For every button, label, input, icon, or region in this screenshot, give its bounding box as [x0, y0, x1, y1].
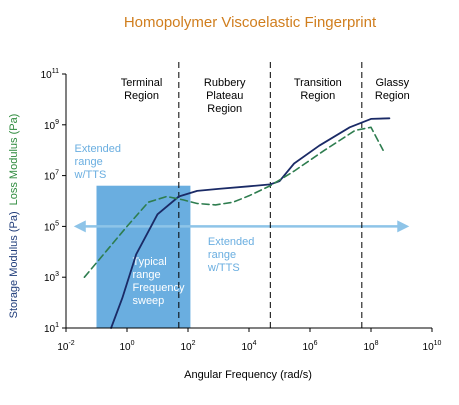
y-tick-label: 103: [44, 271, 59, 284]
y-tick-label: 105: [44, 220, 59, 233]
region-label-3: Transition Region: [294, 77, 342, 102]
y-axis-label-group: Storage Modulus (Pa) Loss Modulus (Pa): [8, 114, 20, 319]
x-tick-label: 106: [302, 340, 317, 353]
region-label-1: Terminal Region: [121, 77, 163, 102]
region-label-4: Glassy Region: [375, 77, 410, 102]
region-dividers: [178, 62, 363, 328]
typical-range-group: Typical range Frequency sweep: [96, 185, 191, 328]
annotation-group: Terminal Region Rubbery Plateau Region Transi…: [74, 77, 410, 274]
series-group: [83, 117, 391, 329]
extended-range-arrowhead-right: [397, 220, 410, 233]
y-tick-label: 101: [44, 322, 59, 335]
y-axis-label-storage: Storage Modulus (Pa): [8, 211, 20, 318]
axes-group: 10-2 100 102 104 106 108 1010 101 103 105 107 109 10…: [41, 68, 442, 353]
y-tick-label: 1011: [41, 68, 59, 81]
y-tick-label: 107: [44, 170, 59, 183]
x-tick-label: 108: [363, 340, 378, 353]
x-tick-label: 102: [180, 340, 195, 353]
storage-modulus-line: [110, 117, 391, 329]
typical-range-box: [96, 185, 191, 328]
x-tick-label: 104: [241, 340, 256, 353]
extended-range-arrow-group: [73, 220, 410, 233]
x-tick-label: 10-2: [57, 340, 74, 353]
x-tick-label: 100: [119, 340, 134, 353]
loss-modulus-line: [83, 126, 384, 278]
x-axis-label: Angular Frequency (rad/s): [184, 369, 312, 381]
extended-range-label-upper: Extended range w/TTS: [74, 143, 121, 181]
svg-text:Storage Modulus (Pa)Loss Modul: Storage Modulus (Pa) Loss Modulus (Pa): [8, 114, 20, 319]
y-axis-label-loss: Loss Modulus (Pa): [8, 114, 20, 206]
extended-range-arrowhead-left: [73, 220, 86, 233]
region-label-2: Rubbery Plateau Region: [204, 77, 246, 115]
typical-range-label: Typical range Frequency sweep: [133, 256, 185, 307]
x-tick-label: 1010: [423, 340, 442, 353]
y-tick-label: 109: [44, 119, 59, 132]
extended-range-label-lower: Extended range w/TTS: [207, 236, 254, 274]
chart-title: Homopolymer Viscoelastic Fingerprint: [124, 14, 377, 31]
